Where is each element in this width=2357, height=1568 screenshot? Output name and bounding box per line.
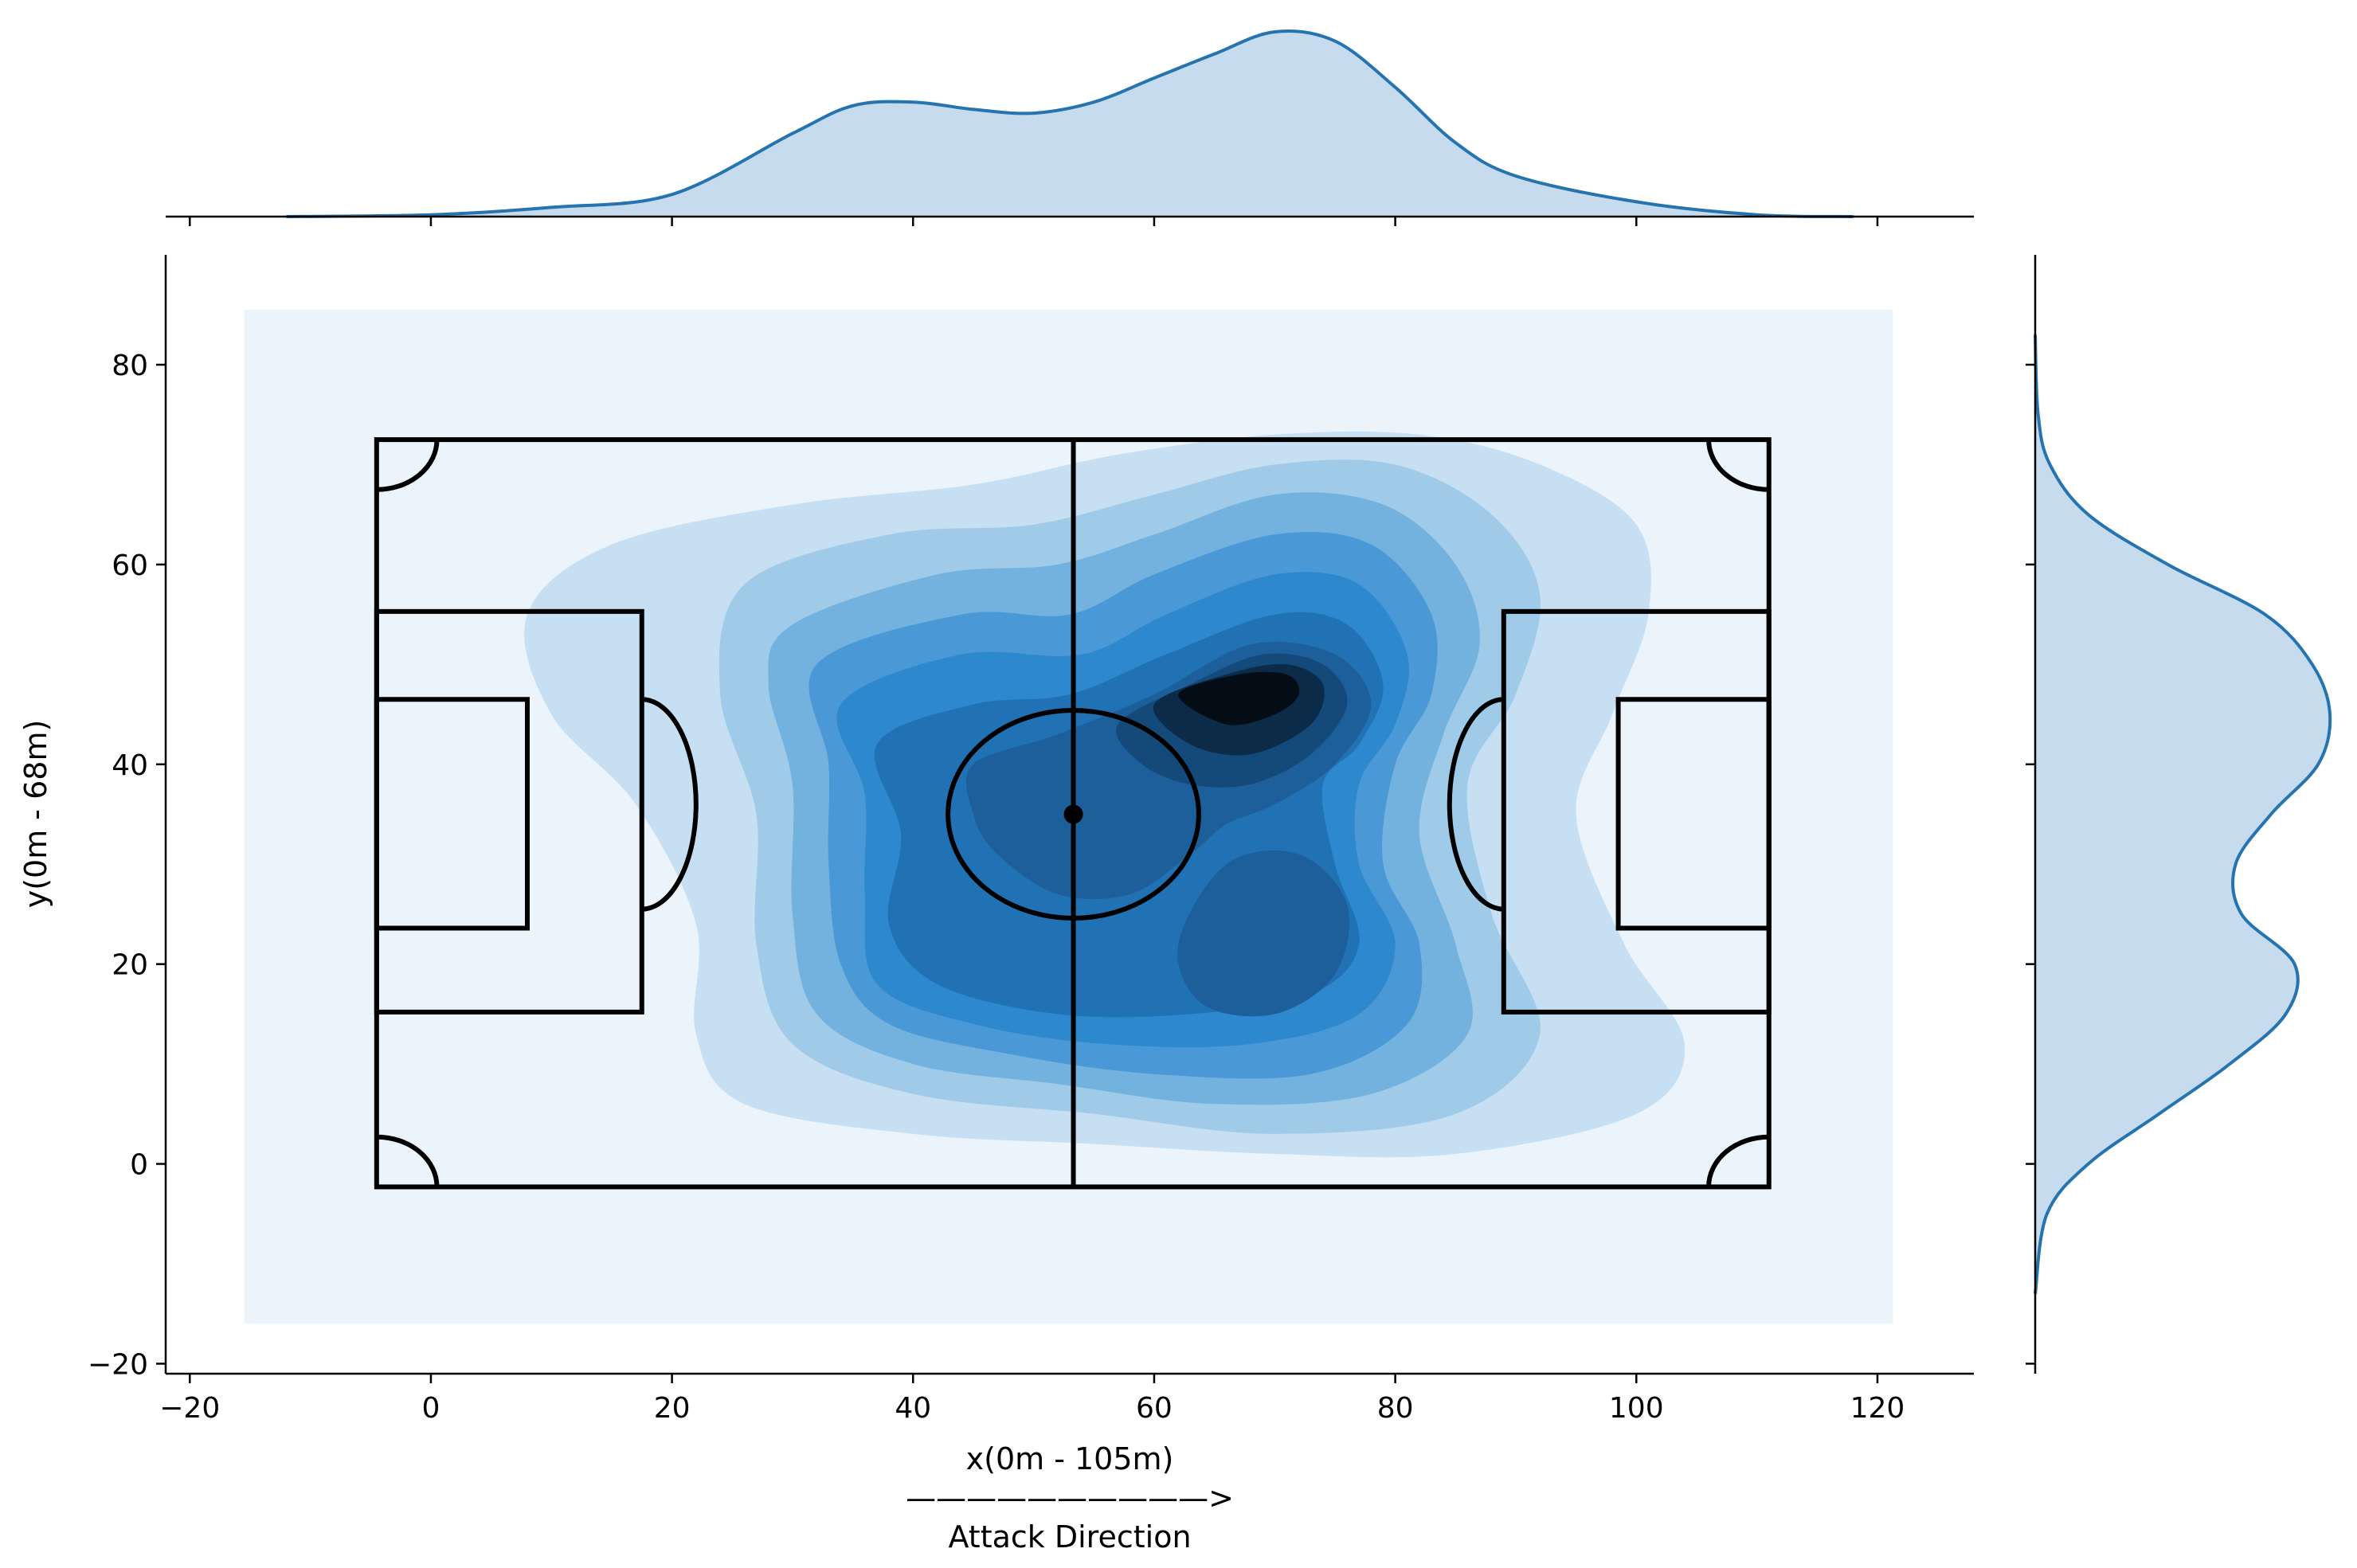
kde-density-contours — [244, 309, 1893, 1324]
x-tick-label: 120 — [1850, 1392, 1905, 1425]
x-axis-arrow: ——————————> — [906, 1480, 1234, 1515]
right-marginal-kde — [2026, 255, 2332, 1374]
kde-lobe-1 — [1177, 850, 1350, 1017]
kde-band-10 — [1178, 671, 1300, 725]
kde-lobe-2 — [970, 903, 1097, 995]
corner-arc-top-right — [1706, 440, 1769, 492]
top-marginal-ticks — [189, 217, 1879, 226]
top-marginal-fill — [286, 31, 1854, 217]
main-plot: −20 0 20 40 60 80 100 120 −20 0 20 40 60 80 — [88, 255, 1974, 1425]
y-tick-label: 80 — [112, 350, 148, 382]
right-marginal-ticks — [2026, 363, 2035, 1365]
center-spot — [1063, 804, 1083, 824]
right-penalty-arc — [1447, 697, 1504, 912]
y-tick-label: 20 — [112, 949, 148, 982]
y-axis-ticks: −20 0 20 40 60 80 — [88, 350, 166, 1381]
left-penalty-arc — [641, 697, 699, 912]
x-tick-label: 0 — [421, 1392, 440, 1425]
right-marginal-fill — [2035, 334, 2331, 1294]
right-six-yard-box — [1615, 697, 1772, 931]
x-tick-label: 40 — [895, 1392, 931, 1425]
y-tick-label: −20 — [88, 1348, 148, 1381]
x-tick-label: 20 — [654, 1392, 691, 1425]
corner-arc-top-left — [376, 440, 440, 492]
top-marginal-kde — [166, 29, 1974, 226]
y-tick-label: 40 — [112, 749, 148, 782]
y-tick-label: 60 — [112, 549, 148, 582]
center-circle — [946, 708, 1201, 921]
corner-arc-bottom-right — [1706, 1134, 1769, 1187]
football-pitch — [374, 437, 1772, 1190]
x-tick-label: 60 — [1136, 1392, 1173, 1425]
x-tick-label: 100 — [1609, 1392, 1664, 1425]
left-six-yard-box — [374, 697, 531, 931]
x-axis-ticks: −20 0 20 40 60 80 100 120 — [159, 1374, 1905, 1425]
x-tick-label: 80 — [1377, 1392, 1414, 1425]
attack-direction-label: Attack Direction — [948, 1519, 1191, 1554]
x-tick-label: −20 — [159, 1392, 220, 1425]
top-marginal-line — [286, 29, 1854, 218]
y-tick-label: 0 — [130, 1149, 148, 1182]
x-axis-label: x(0m - 105m) — [966, 1441, 1174, 1476]
y-axis-label: y(0m - 68m) — [18, 720, 53, 909]
corner-arc-bottom-left — [376, 1134, 440, 1187]
right-marginal-line — [2034, 334, 2332, 1294]
